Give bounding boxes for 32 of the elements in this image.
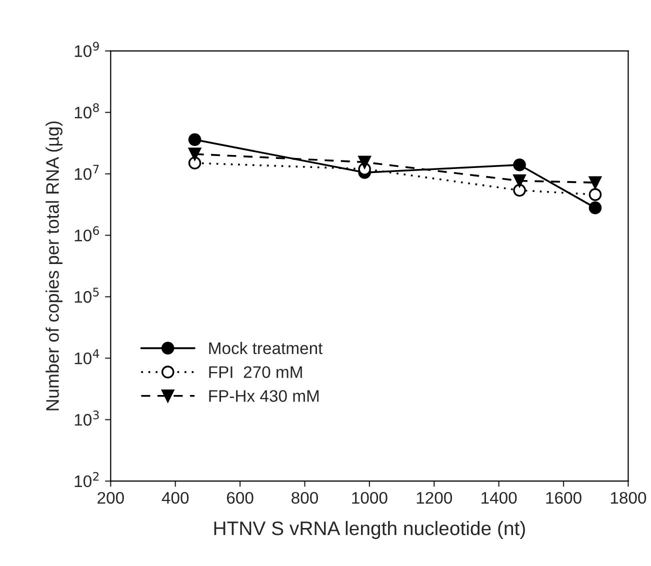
legend-label: FPI 270 mM	[209, 366, 302, 378]
y-tick-label: 10$^{2}$	[74, 472, 99, 488]
y-tick-label: 10$^{3}$	[74, 410, 99, 426]
x-tick-label: 1200	[416, 492, 452, 504]
x-tick-label: 600	[227, 492, 254, 504]
point	[513, 184, 526, 197]
y-tick-label: 10$^{8}$	[74, 103, 99, 118]
x-tick-label: 1800	[610, 492, 646, 504]
point	[188, 133, 202, 146]
point	[513, 174, 526, 188]
point	[588, 201, 602, 214]
x-tick-label: 1000	[352, 492, 388, 504]
y-tick-label: 10$^{4}$	[74, 349, 100, 364]
y-tick-label: 10$^{6}$	[74, 226, 99, 242]
x-tick-label: 400	[162, 492, 189, 504]
point	[588, 176, 602, 189]
point	[513, 158, 526, 172]
y-axis-title: Number of copies per total RNA (µg)	[46, 121, 62, 410]
point	[358, 156, 371, 169]
point	[588, 188, 602, 201]
y-tick-label: 10$^{5}$	[74, 288, 99, 303]
point	[188, 156, 202, 170]
x-axis-title: HTNV S vRNA length nucleotide (nt)	[214, 520, 525, 540]
legend-label: FP-Hx 430 mM	[209, 390, 319, 402]
x-tick-label: 800	[292, 492, 318, 504]
x-tick-label: 1400	[482, 492, 517, 504]
y-tick-label: 10$^{7}$	[74, 164, 99, 180]
y-tick-label: 10$^{9}$	[74, 42, 99, 58]
point	[188, 148, 202, 160]
legend-label: Mock treatment	[209, 342, 323, 354]
x-tick-label: 200	[98, 492, 124, 504]
x-tick-label: 1600	[546, 492, 582, 504]
